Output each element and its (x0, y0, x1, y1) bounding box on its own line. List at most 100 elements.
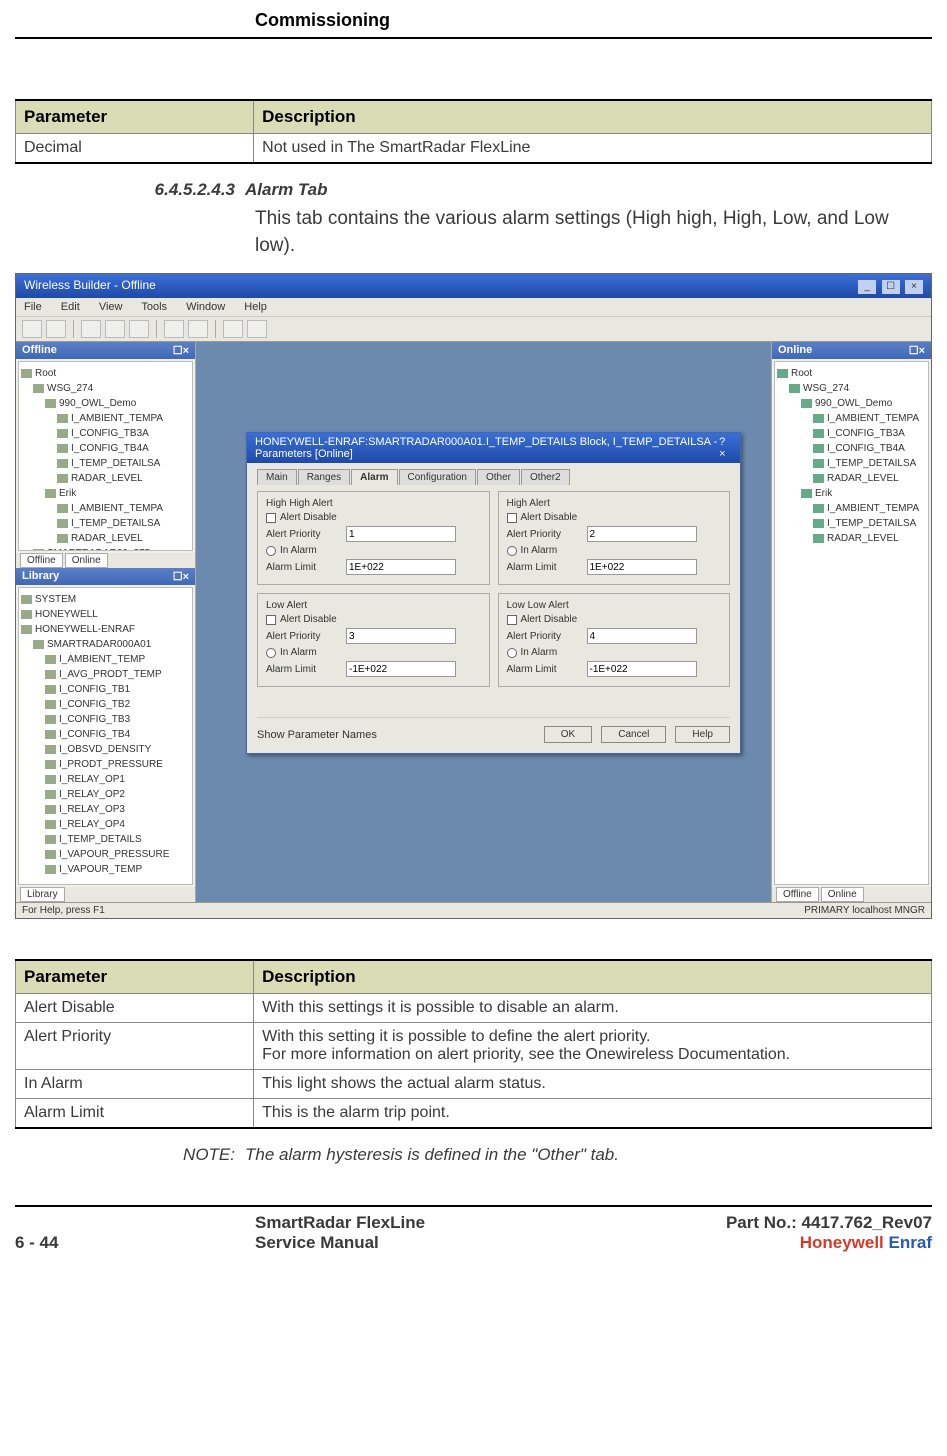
tab-alarm[interactable]: Alarm (351, 469, 397, 485)
panel-close-icon[interactable]: ☐× (909, 344, 925, 357)
library-tab[interactable]: Library (16, 887, 195, 902)
tab-main[interactable]: Main (257, 469, 297, 485)
tree-node[interactable]: I_VAPOUR_PRESSURE (21, 847, 190, 862)
tree-node[interactable]: RADAR_LEVEL (21, 531, 190, 546)
panel-close-icon[interactable]: ☐× (173, 570, 189, 583)
minimize-icon[interactable]: _ (858, 280, 876, 294)
library-tree[interactable]: SYSTEMHONEYWELLHONEYWELL-ENRAFSMARTRADAR… (18, 587, 193, 885)
tree-node[interactable]: I_PRODT_PRESSURE (21, 757, 190, 772)
tree-node[interactable]: SMARTRADAR00_275 (21, 546, 190, 551)
tree-node[interactable]: I_OBSVD_DENSITY (21, 742, 190, 757)
tree-node[interactable]: RADAR_LEVEL (21, 471, 190, 486)
tree-node[interactable]: I_AVG_PRODT_TEMP (21, 667, 190, 682)
tree-node[interactable]: I_CONFIG_TB3A (777, 426, 926, 441)
ok-button[interactable]: OK (544, 726, 592, 743)
alarm-limit-input[interactable] (587, 661, 697, 677)
tab-online[interactable]: Online (821, 887, 864, 902)
tree-node[interactable]: I_AMBIENT_TEMPA (777, 501, 926, 516)
window-buttons[interactable]: _ ☐ × (856, 278, 923, 294)
menu-window[interactable]: Window (186, 301, 225, 313)
tree-node[interactable]: Erik (21, 486, 190, 501)
tree-node[interactable]: Root (777, 366, 926, 381)
tree-node[interactable]: I_TEMP_DETAILSA (777, 456, 926, 471)
close-icon[interactable]: × (905, 280, 923, 294)
alert-priority-input[interactable] (587, 628, 697, 644)
tree-node[interactable]: I_AMBIENT_TEMPA (21, 501, 190, 516)
tab-online[interactable]: Online (65, 553, 108, 568)
tab-library[interactable]: Library (20, 887, 65, 902)
menu-file[interactable]: File (24, 301, 42, 313)
tree-node[interactable]: I_CONFIG_TB4A (21, 441, 190, 456)
tree-node[interactable]: HONEYWELL (21, 607, 190, 622)
alert-priority-input[interactable] (346, 628, 456, 644)
tree-node[interactable]: I_TEMP_DETAILSA (21, 456, 190, 471)
tree-node[interactable]: I_AMBIENT_TEMP (21, 652, 190, 667)
tree-node[interactable]: I_CONFIG_TB4 (21, 727, 190, 742)
tree-node[interactable]: I_RELAY_OP4 (21, 817, 190, 832)
maximize-icon[interactable]: ☐ (882, 280, 900, 294)
tree-node[interactable]: RADAR_LEVEL (777, 531, 926, 546)
tree-node[interactable]: I_TEMP_DETAILS (21, 832, 190, 847)
menu-view[interactable]: View (99, 301, 123, 313)
alert-disable-checkbox[interactable] (507, 615, 517, 625)
toolbar-btn[interactable] (129, 320, 149, 338)
tree-node[interactable]: Root (21, 366, 190, 381)
alarm-limit-input[interactable] (587, 559, 697, 575)
help-button[interactable]: Help (675, 726, 730, 743)
cancel-button[interactable]: Cancel (601, 726, 666, 743)
tree-node[interactable]: I_AMBIENT_TEMPA (777, 411, 926, 426)
online-tree[interactable]: RootWSG_274990_OWL_DemoI_AMBIENT_TEMPAI_… (774, 361, 929, 885)
tree-node[interactable]: I_TEMP_DETAILSA (21, 516, 190, 531)
toolbar-btn[interactable] (105, 320, 125, 338)
tree-node[interactable]: I_CONFIG_TB4A (777, 441, 926, 456)
dialog-buttons[interactable]: ? × (719, 436, 732, 460)
tree-node[interactable]: SYSTEM (21, 592, 190, 607)
tab-other[interactable]: Other (477, 469, 520, 485)
tree-node[interactable]: I_VAPOUR_TEMP (21, 862, 190, 877)
dialog-tabs[interactable]: MainRangesAlarmConfigurationOtherOther2 (257, 469, 730, 485)
tree-node[interactable]: I_CONFIG_TB2 (21, 697, 190, 712)
toolbar-btn[interactable] (223, 320, 243, 338)
toolbar-btn[interactable] (22, 320, 42, 338)
panel-close-icon[interactable]: ☐× (173, 344, 189, 357)
tree-node[interactable]: I_TEMP_DETAILSA (777, 516, 926, 531)
tree-node[interactable]: 990_OWL_Demo (777, 396, 926, 411)
tree-node[interactable]: I_CONFIG_TB3 (21, 712, 190, 727)
alert-disable-checkbox[interactable] (507, 513, 517, 523)
right-tabs[interactable]: OfflineOnline (772, 887, 931, 902)
tree-node[interactable]: I_AMBIENT_TEMPA (21, 411, 190, 426)
tree-node[interactable]: WSG_274 (21, 381, 190, 396)
toolbar-btn[interactable] (164, 320, 184, 338)
menubar[interactable]: File Edit View Tools Window Help (16, 298, 931, 316)
tree-node[interactable]: SMARTRADAR000A01 (21, 637, 190, 652)
tree-node[interactable]: I_CONFIG_TB3A (21, 426, 190, 441)
tree-node[interactable]: 990_OWL_Demo (21, 396, 190, 411)
toolbar[interactable] (16, 316, 931, 342)
alarm-limit-input[interactable] (346, 661, 456, 677)
alert-disable-checkbox[interactable] (266, 513, 276, 523)
tree-node[interactable]: HONEYWELL-ENRAF (21, 622, 190, 637)
tree-node[interactable]: WSG_274 (777, 381, 926, 396)
alert-priority-input[interactable] (346, 526, 456, 542)
tab-ranges[interactable]: Ranges (298, 469, 350, 485)
left-tabs[interactable]: OfflineOnline (16, 553, 195, 568)
alert-disable-checkbox[interactable] (266, 615, 276, 625)
menu-edit[interactable]: Edit (61, 301, 80, 313)
tab-other2[interactable]: Other2 (521, 469, 570, 485)
tab-offline[interactable]: Offline (20, 553, 63, 568)
toolbar-btn[interactable] (247, 320, 267, 338)
tree-node[interactable]: I_RELAY_OP2 (21, 787, 190, 802)
tree-node[interactable]: I_CONFIG_TB1 (21, 682, 190, 697)
tab-offline[interactable]: Offline (776, 887, 819, 902)
toolbar-btn[interactable] (188, 320, 208, 338)
tab-configuration[interactable]: Configuration (399, 469, 476, 485)
tree-node[interactable]: I_RELAY_OP1 (21, 772, 190, 787)
toolbar-btn[interactable] (46, 320, 66, 338)
tree-node[interactable]: I_RELAY_OP3 (21, 802, 190, 817)
tree-node[interactable]: Erik (777, 486, 926, 501)
toolbar-btn[interactable] (81, 320, 101, 338)
alarm-limit-input[interactable] (346, 559, 456, 575)
menu-help[interactable]: Help (244, 301, 267, 313)
menu-tools[interactable]: Tools (141, 301, 167, 313)
alert-priority-input[interactable] (587, 526, 697, 542)
